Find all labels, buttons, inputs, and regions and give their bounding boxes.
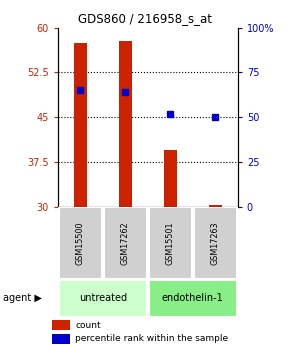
- Text: untreated: untreated: [79, 294, 127, 303]
- Bar: [104, 207, 147, 279]
- Text: agent ▶: agent ▶: [3, 294, 42, 303]
- Text: GSM17262: GSM17262: [121, 221, 130, 265]
- Bar: [209, 205, 222, 207]
- Text: GSM15501: GSM15501: [166, 221, 175, 265]
- Text: endothelin-1: endothelin-1: [162, 294, 224, 303]
- Bar: [52, 320, 70, 330]
- Bar: [59, 207, 102, 279]
- Bar: [149, 207, 192, 279]
- Text: GSM15500: GSM15500: [76, 221, 85, 265]
- Text: GSM17263: GSM17263: [211, 221, 220, 265]
- Bar: [119, 41, 132, 207]
- Bar: [74, 42, 87, 207]
- Text: count: count: [75, 321, 101, 329]
- Text: percentile rank within the sample: percentile rank within the sample: [75, 334, 229, 343]
- Bar: [59, 280, 147, 317]
- Text: GDS860 / 216958_s_at: GDS860 / 216958_s_at: [78, 12, 212, 25]
- Bar: [149, 280, 237, 317]
- Bar: [164, 150, 177, 207]
- Bar: [52, 334, 70, 344]
- Bar: [194, 207, 237, 279]
